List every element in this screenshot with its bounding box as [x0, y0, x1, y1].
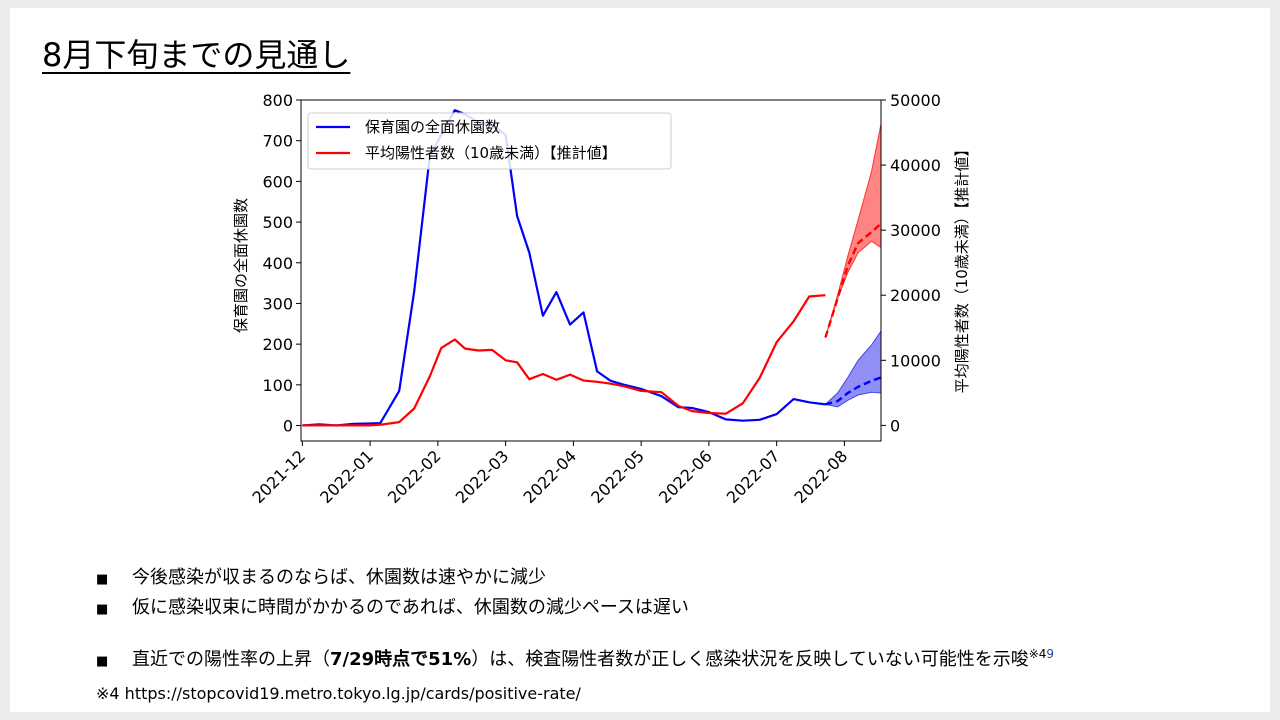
right-tick-label: 20000: [890, 286, 941, 305]
right-tick-label: 40000: [890, 156, 941, 175]
left-tick-label: 200: [262, 335, 293, 354]
bullet-item: ■ 直近での陽性率の上昇（7/29時点で51%）は、検査陽性者数が正しく感染状況…: [96, 645, 1256, 675]
footnote-link[interactable]: 9: [1046, 647, 1055, 661]
bullet-marker: ■: [96, 602, 109, 617]
x-tick-label: 2022-05: [587, 446, 648, 507]
footnote-number: 4: [1038, 647, 1047, 661]
closures-line: [302, 109, 826, 427]
right-tick-label: 50000: [890, 91, 941, 110]
left-tick-label: 100: [262, 376, 293, 395]
x-tick-label: 2022-08: [791, 446, 852, 507]
bullet-text: 直近での陽性率の上昇（7/29時点で51%）は、検査陽性者数が正しく感染状況を反…: [132, 645, 1054, 671]
x-tick-label: 2022-02: [384, 446, 445, 507]
footnote-reference: ※49: [1029, 647, 1054, 661]
right-tick-label: 30000: [890, 221, 941, 240]
bullet-item: ■ 今後感染が収まるのならば、休園数は速やかに減少: [96, 563, 1256, 593]
bullet-text-pre: 直近での陽性率の上昇（: [132, 649, 330, 670]
right-tick-label: 10000: [890, 351, 941, 370]
closures-projection-band: [824, 329, 882, 408]
bullet-list: ■ 今後感染が収まるのならば、休園数は速やかに減少 ■ 仮に感染収束に時間がかか…: [96, 563, 1256, 675]
left-axis-label: 保育園の全面休園数: [232, 198, 250, 333]
legend-label: 平均陽性者数（10歳未満）【推計値】: [365, 144, 617, 162]
footnote-mark: ※: [1028, 647, 1039, 661]
bullet-marker: ■: [96, 654, 109, 669]
right-tick-label: 0: [890, 416, 900, 435]
x-tick-label: 2022-03: [452, 446, 513, 507]
bullet-text-post: ）は、検査陽性者数が正しく感染状況を反映していない可能性を示唆: [471, 649, 1029, 670]
bullet-item: ■ 仮に感染収束に時間がかかるのであれば、休園数の減少ペースは遅い: [96, 593, 1256, 623]
left-tick-label: 400: [262, 254, 293, 273]
x-tick-label: 2022-01: [316, 446, 377, 507]
positive-rate-value: 7/29時点で51%: [330, 649, 472, 670]
x-tick-label: 2021-12: [248, 446, 309, 507]
left-tick-label: 700: [262, 132, 293, 151]
x-tick-label: 2022-07: [723, 446, 784, 507]
x-tick-label: 2022-06: [655, 446, 716, 507]
chart: 0 100 200 300 400 500 600 700 800 0 10000 20000 3000…: [232, 91, 971, 507]
left-tick-label: 300: [262, 294, 293, 313]
legend-box: [307, 112, 672, 170]
right-axis-label: 平均陽性者数（10歳未満）【推計値】: [953, 142, 971, 394]
positives-projection-band: [824, 124, 882, 338]
x-tick-label: 2022-04: [519, 446, 580, 507]
legend-label: 保育園の全面休園数: [365, 118, 500, 136]
footnote: ※4 https://stopcovid19.metro.tokyo.lg.jp…: [96, 684, 581, 703]
left-tick-label: 800: [262, 91, 293, 110]
plot-frame: [300, 99, 882, 442]
bullet-text: 今後感染が収まるのならば、休園数は速やかに減少: [132, 567, 546, 588]
left-tick-label: 500: [262, 213, 293, 232]
positives-line: [302, 294, 826, 427]
slide-title: 8月下旬までの見通し: [42, 36, 351, 74]
left-tick-label: 600: [262, 172, 293, 191]
bullet-text: 仮に感染収束に時間がかかるのであれば、休園数の減少ペースは遅い: [132, 597, 689, 618]
positives-projection-line: [824, 222, 882, 338]
bullet-marker: ■: [96, 572, 109, 587]
slide: 8月下旬までの見通し 0 100 200 300 400 500 600 700 800 0 100…: [10, 8, 1270, 712]
left-tick-label: 0: [283, 417, 293, 436]
